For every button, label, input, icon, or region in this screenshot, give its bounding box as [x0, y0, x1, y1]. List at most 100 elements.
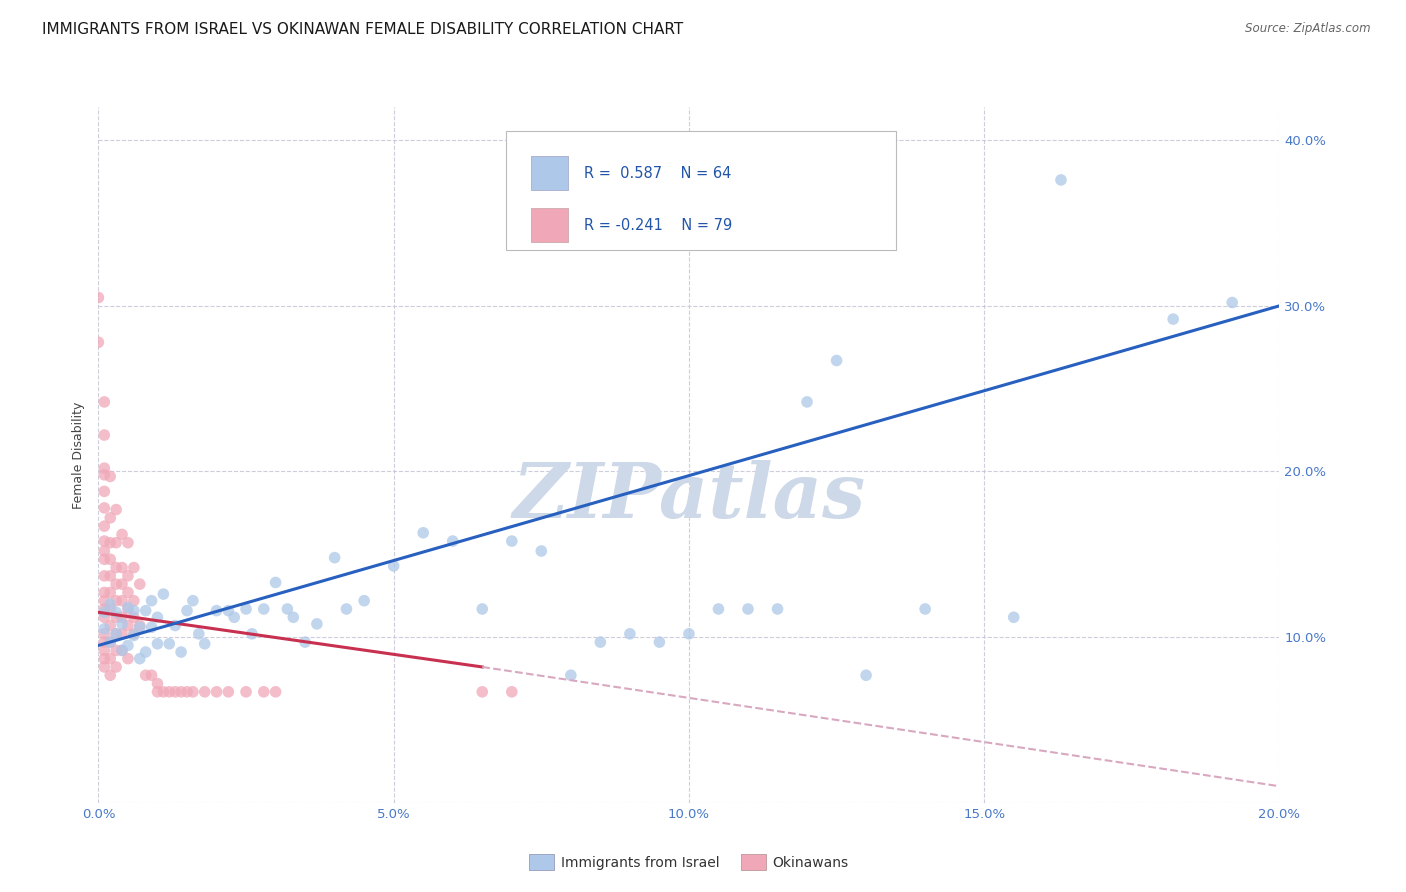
Point — [98, 511, 121, 525]
Point — [93, 610, 115, 624]
Point — [128, 577, 150, 591]
Point — [105, 535, 128, 549]
Point — [93, 467, 115, 482]
FancyBboxPatch shape — [506, 131, 896, 250]
Legend: Immigrants from Israel, Okinawans: Immigrants from Israel, Okinawans — [523, 848, 855, 876]
Point — [117, 535, 139, 549]
Point — [111, 593, 134, 607]
Point — [146, 676, 169, 690]
Point — [217, 604, 239, 618]
Point — [305, 616, 328, 631]
Point — [135, 604, 157, 618]
Point — [98, 535, 121, 549]
Point — [135, 668, 157, 682]
Point — [93, 602, 115, 616]
Point — [105, 502, 128, 516]
Point — [194, 685, 217, 699]
Point — [128, 620, 150, 634]
Point — [93, 627, 115, 641]
Point — [619, 627, 641, 641]
Point — [176, 685, 198, 699]
Point — [181, 593, 204, 607]
Point — [235, 602, 257, 616]
Point — [170, 645, 193, 659]
Point — [412, 525, 434, 540]
Point — [105, 627, 128, 641]
Point — [141, 593, 163, 607]
Point — [105, 610, 128, 624]
Point — [141, 620, 163, 634]
Point — [157, 685, 180, 699]
Point — [276, 602, 298, 616]
Point — [264, 685, 287, 699]
Point — [105, 643, 128, 657]
Point — [93, 534, 115, 549]
Text: R =  0.587    N = 64: R = 0.587 N = 64 — [583, 166, 731, 181]
Text: ZIPatlas: ZIPatlas — [512, 459, 866, 533]
Point — [560, 668, 582, 682]
Point — [98, 635, 121, 649]
Point — [1161, 312, 1184, 326]
Point — [146, 637, 169, 651]
Point — [128, 618, 150, 632]
Point — [117, 639, 139, 653]
Point — [98, 469, 121, 483]
Point — [217, 685, 239, 699]
Point — [648, 635, 671, 649]
Point — [152, 587, 174, 601]
Point — [501, 534, 523, 549]
Point — [117, 569, 139, 583]
Point — [98, 569, 121, 583]
Point — [737, 602, 759, 616]
Point — [93, 660, 115, 674]
Point — [98, 618, 121, 632]
Point — [93, 569, 115, 583]
Point — [141, 668, 163, 682]
Point — [253, 602, 276, 616]
Point — [176, 604, 198, 618]
Point — [93, 643, 115, 657]
Point — [93, 585, 115, 599]
Point — [122, 610, 145, 624]
Point — [105, 560, 128, 574]
Point — [122, 627, 145, 641]
Point — [93, 622, 115, 636]
Point — [855, 668, 877, 682]
Point — [205, 685, 228, 699]
Point — [294, 635, 316, 649]
Point — [98, 597, 121, 611]
Point — [98, 651, 121, 665]
Point — [111, 610, 134, 624]
Point — [87, 335, 110, 350]
Point — [1050, 173, 1073, 187]
Point — [224, 610, 246, 624]
Point — [111, 577, 134, 591]
Point — [165, 685, 187, 699]
Point — [93, 428, 115, 442]
Point — [111, 616, 134, 631]
Point — [589, 635, 612, 649]
Point — [111, 560, 134, 574]
Point — [117, 602, 139, 616]
Point — [105, 577, 128, 591]
Point — [105, 605, 128, 619]
Point — [678, 627, 700, 641]
Point — [93, 552, 115, 566]
Point — [117, 600, 139, 615]
Point — [240, 627, 263, 641]
Point — [111, 627, 134, 641]
Point — [98, 602, 121, 616]
Point — [128, 651, 150, 665]
Point — [98, 552, 121, 566]
Point — [501, 685, 523, 699]
Point — [93, 484, 115, 499]
Point — [105, 660, 128, 674]
Text: IMMIGRANTS FROM ISRAEL VS OKINAWAN FEMALE DISABILITY CORRELATION CHART: IMMIGRANTS FROM ISRAEL VS OKINAWAN FEMAL… — [42, 22, 683, 37]
Point — [530, 544, 553, 558]
Point — [157, 637, 180, 651]
Point — [98, 668, 121, 682]
Point — [87, 291, 110, 305]
Point — [205, 604, 228, 618]
Point — [122, 628, 145, 642]
Point — [170, 685, 193, 699]
